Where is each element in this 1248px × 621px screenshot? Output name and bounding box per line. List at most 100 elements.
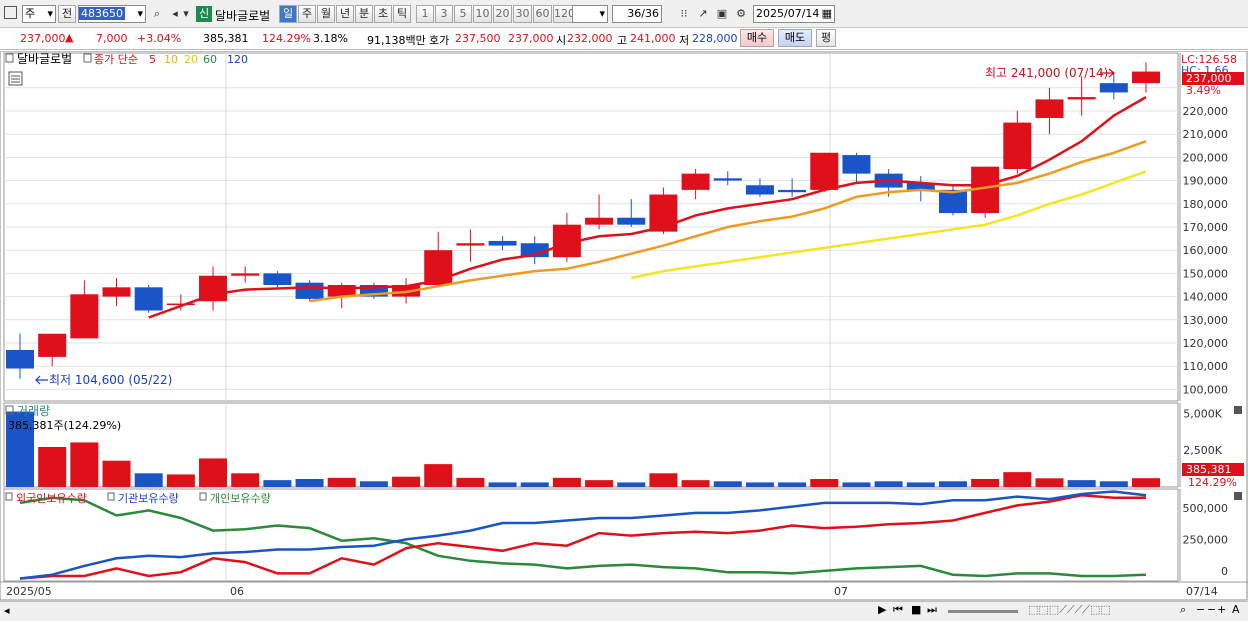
volume-ratio: 124.29%: [262, 32, 311, 45]
volume-bar: [906, 482, 935, 487]
candle-body: [295, 282, 324, 299]
ma20-line: [631, 170, 1147, 280]
buy-button[interactable]: 매수: [740, 29, 774, 47]
volume-bar: [1067, 480, 1096, 487]
volume-bar: [874, 481, 903, 487]
volume-bar: [231, 473, 260, 487]
new-listing-badge: 신: [196, 6, 212, 22]
interval-tab-5[interactable]: 초: [374, 5, 392, 23]
legend-stock-name: 달바글로벌: [17, 52, 72, 66]
holding-tick-label: 500,000: [1183, 502, 1229, 515]
prev-button[interactable]: 전: [58, 5, 76, 23]
price-change: 7,000: [96, 32, 128, 45]
auto-icon[interactable]: A: [1232, 603, 1240, 616]
chevron-down-icon[interactable]: ▾: [183, 7, 189, 20]
price-tag-bg: [1182, 72, 1244, 85]
speaker-icon[interactable]: ◂: [172, 7, 178, 20]
minus-icon[interactable]: −: [1207, 603, 1217, 616]
volume-bar: [713, 481, 742, 487]
interval-number-5[interactable]: 5: [454, 5, 472, 23]
volume-bar: [971, 479, 1000, 487]
low-note: 최저 104,600 (05/22): [49, 373, 172, 387]
search-icon[interactable]: ⌕: [153, 7, 161, 20]
individual-holding-line: [19, 496, 1147, 578]
interval-number-30[interactable]: 30: [513, 5, 532, 23]
scroll-thumb[interactable]: [948, 610, 1018, 613]
save-icon[interactable]: ▣: [716, 7, 728, 20]
volume-tick-label: 5,000K: [1183, 407, 1222, 420]
volume-bar: [649, 473, 678, 487]
volume-bar: [1132, 478, 1160, 487]
rewind-icon[interactable]: ⏮: [893, 603, 903, 616]
volume-title: 거래량: [17, 404, 50, 418]
interval-number-60[interactable]: 60: [533, 5, 552, 23]
code-value: 483650: [79, 7, 125, 20]
volume-bar: [134, 473, 163, 487]
legend-box-icon: [5, 405, 14, 415]
trade-amount: 91,138백만: [367, 34, 426, 47]
candle-body: [166, 303, 195, 306]
sell-button[interactable]: 매도: [778, 29, 812, 47]
open-label: 시: [556, 34, 567, 47]
legend-box-icon: [5, 53, 14, 63]
stop-icon[interactable]: ■: [911, 603, 922, 616]
forward-icon[interactable]: ⏭: [927, 603, 937, 616]
zoom-icon[interactable]: ⌕: [1180, 603, 1187, 616]
calendar-icon[interactable]: ▦: [821, 7, 832, 20]
ma10-line: [309, 140, 1147, 303]
interval-number-20[interactable]: 20: [493, 5, 512, 23]
period-select[interactable]: 주 ▾: [22, 5, 56, 23]
candle-body: [1099, 83, 1128, 93]
date-input[interactable]: 2025/07/14 ▦: [753, 5, 835, 23]
avg-button[interactable]: 평: [816, 29, 836, 47]
draw-tools-icon[interactable]: ⬚⬚⬚⟋⟋⟋⟋⬚⬚: [1028, 603, 1111, 616]
stock-chart[interactable]: 100,000 110,000 120,000 130,000 140,000 150,0…: [0, 51, 1248, 601]
close-icon: [1234, 492, 1242, 500]
gear-icon[interactable]: ⚙: [736, 7, 746, 20]
volume-pct-tag: 124.29%: [1188, 476, 1237, 489]
chevron-down-icon[interactable]: ▾: [137, 7, 143, 20]
interval-number-1[interactable]: 1: [416, 5, 434, 23]
price-tick-label: 210,000: [1183, 128, 1229, 141]
volume-info: 385,381주(124.29%): [8, 419, 121, 432]
interval-number-10[interactable]: 10: [473, 5, 492, 23]
interval-number-3[interactable]: 3: [435, 5, 453, 23]
chart-scrollbar[interactable]: ◂ ▶ ⏮ ■ ⏭ ⬚⬚⬚⟋⟋⟋⟋⬚⬚ ⌕ − − + A: [0, 601, 1248, 621]
price-tag: 237,000: [1186, 72, 1232, 85]
volume-bar: [1099, 481, 1128, 487]
interval-tab-3[interactable]: 년: [336, 5, 354, 23]
volume-bar: [424, 464, 453, 487]
volume-bar: [38, 447, 67, 487]
interval-tab-6[interactable]: 틱: [393, 5, 411, 23]
grid-icon[interactable]: ⁝⁝: [680, 7, 688, 20]
volume-bar: [1035, 478, 1064, 487]
code-input[interactable]: 483650 ▾: [78, 5, 146, 23]
candle-body: [1132, 71, 1160, 84]
volume-bar: [199, 458, 228, 487]
zoom-out-icon[interactable]: −: [1196, 603, 1206, 616]
zoom-in-icon[interactable]: +: [1217, 603, 1227, 616]
interval-tab-0[interactable]: 일: [279, 5, 297, 23]
price-tick-label: 150,000: [1183, 267, 1229, 280]
interval-tab-1[interactable]: 주: [298, 5, 316, 23]
volume-bar: [778, 482, 807, 487]
holding-legend-1: 기관보유수량: [118, 492, 179, 505]
volume-bar: [617, 482, 646, 487]
legend-box-icon: [5, 492, 13, 501]
chevron-down-icon: ▾: [599, 7, 605, 20]
candle-body: [38, 333, 67, 357]
interval-tab-4[interactable]: 분: [355, 5, 373, 23]
candle-body: [778, 189, 807, 193]
play-icon[interactable]: ▶: [878, 603, 887, 616]
window-icon[interactable]: [4, 6, 17, 19]
draw-icon[interactable]: ↗: [698, 7, 708, 20]
interval-tab-2[interactable]: 월: [317, 5, 335, 23]
candle-body: [810, 152, 839, 190]
candle-body: [456, 243, 485, 246]
interval-number-120[interactable]: 120: [553, 5, 575, 23]
quote-bar: 237,000 ▲ 7,000 +3.04% 385,381 124.29% 3…: [0, 28, 1248, 50]
price-tick-label: 120,000: [1183, 337, 1229, 350]
unit-select[interactable]: ▾: [572, 5, 608, 23]
scroll-left-icon[interactable]: ◂: [4, 604, 10, 617]
panel-settings-icon-lines: [11, 75, 20, 83]
